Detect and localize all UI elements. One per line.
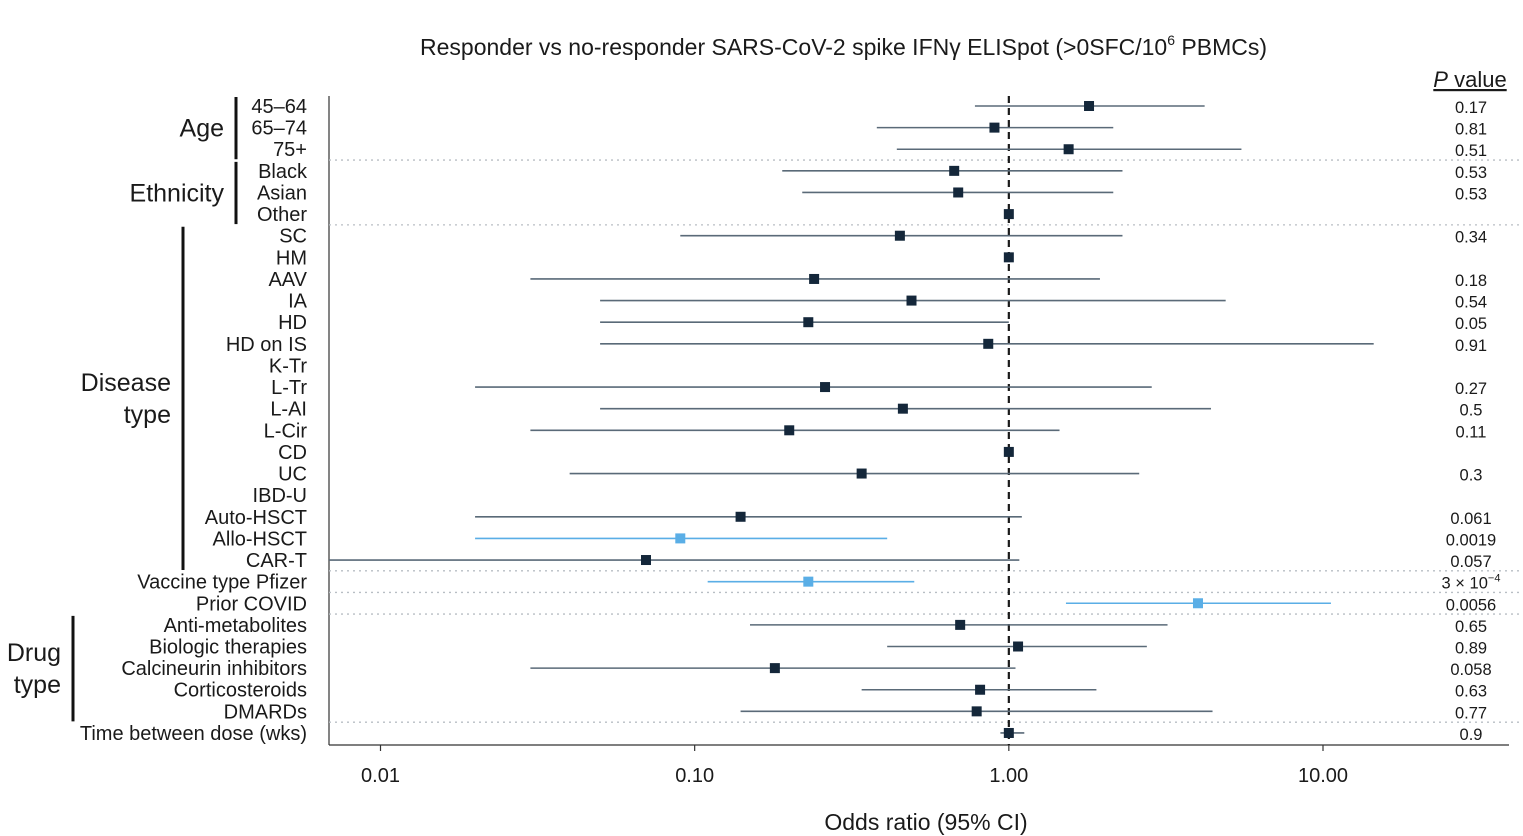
group-label: type [14,671,61,699]
row-label: IBD-U [253,485,307,507]
odds-ratio-marker [803,576,814,587]
p-value: 0.53 [1455,185,1487,203]
group-label: type [124,401,171,429]
odds-ratio-marker [769,663,780,674]
row-label: DMARDs [224,701,307,723]
p-value: 0.9 [1460,726,1483,744]
row-label: Asian [257,182,307,204]
row-label: Vaccine type Pfizer [137,572,307,594]
row-label: Allo-HSCT [213,528,307,550]
odds-ratio-marker [971,706,982,717]
p-value: 3 × 10−4 [1442,573,1501,593]
p-value: 0.0056 [1446,596,1496,614]
group-label: Ethnicity [130,179,225,207]
odds-ratio-marker [975,684,986,695]
row-label: Auto-HSCT [205,507,307,529]
row-label: Anti-metabolites [164,615,307,637]
row-label: AAV [268,269,307,291]
odds-ratio-marker [735,511,746,522]
row-label: Time between dose (wks) [80,723,307,745]
row-label: Biologic therapies [149,637,307,659]
odds-ratio-marker [784,425,795,436]
p-value: 0.3 [1460,467,1483,485]
row-label: IA [288,291,308,313]
p-value-header: P value [1433,67,1506,92]
odds-ratio-marker [675,533,686,544]
row-label: 75+ [273,139,307,161]
row-label: CD [278,442,307,464]
p-value: 0.057 [1450,553,1491,571]
p-value: 0.34 [1455,229,1487,247]
odds-ratio-marker [955,619,966,630]
row-label: 45–64 [251,96,307,118]
p-value: 0.18 [1455,272,1487,290]
row-label: 65–74 [251,118,307,140]
p-value: 0.53 [1455,164,1487,182]
odds-ratio-marker [1003,209,1014,220]
odds-ratio-marker [641,555,652,566]
odds-ratio-marker [894,230,905,241]
x-tick-label: 0.10 [675,765,714,787]
p-value: 0.11 [1456,423,1487,441]
row-label: Other [257,204,307,226]
row-label: Corticosteroids [174,680,307,702]
odds-ratio-marker [906,295,917,306]
odds-ratio-marker [1003,727,1014,738]
odds-ratio-marker [1003,252,1014,263]
p-value: 0.77 [1455,704,1487,722]
p-value: 0.17 [1455,99,1487,117]
row-label: HD [278,312,307,334]
odds-ratio-marker [809,273,820,284]
row-label: K-Tr [269,355,307,377]
p-value: 0.05 [1455,315,1487,333]
p-value: 0.54 [1455,294,1487,312]
row-label: CAR-T [246,550,307,572]
odds-ratio-marker [1013,641,1024,652]
p-value: 0.5 [1460,402,1483,420]
group-label: Age [180,115,224,143]
odds-ratio-marker [983,338,994,349]
odds-ratio-marker [1192,598,1203,609]
row-label: Black [258,161,308,183]
p-value: 0.81 [1455,121,1487,139]
row-label: HM [276,247,307,269]
row-label: L-Cir [264,420,308,442]
row-label: Calcineurin inhibitors [121,658,307,680]
odds-ratio-marker [953,187,964,198]
row-label: L-AI [270,399,307,421]
row-label: HD on IS [226,334,307,356]
row-label: L-Tr [271,377,307,399]
chart-title: Responder vs no-responder SARS-CoV-2 spi… [420,32,1267,60]
odds-ratio-marker [897,403,908,414]
p-value: 0.51 [1455,142,1487,160]
row-label: SC [279,226,307,248]
odds-ratio-marker [820,382,831,393]
odds-ratio-marker [856,468,867,479]
row-label: Prior COVID [196,593,307,615]
p-value: 0.89 [1455,640,1487,658]
p-value: 0.058 [1450,661,1491,679]
p-value: 0.0019 [1446,531,1496,549]
odds-ratio-marker [1063,144,1074,155]
x-tick-label: 0.01 [361,765,400,787]
p-value: 0.65 [1455,618,1487,636]
odds-ratio-marker [803,317,814,328]
p-value: 0.27 [1455,380,1487,398]
x-axis-title: Odds ratio (95% CI) [824,809,1027,835]
x-tick-label: 1.00 [989,765,1028,787]
group-label: Disease [81,369,171,397]
p-value: 0.061 [1450,510,1491,528]
odds-ratio-marker [1003,446,1014,457]
group-label: Drug [7,639,61,667]
x-tick-label: 10.00 [1298,765,1348,787]
p-value: 0.63 [1455,683,1487,701]
odds-ratio-marker [1084,101,1095,111]
odds-ratio-marker [989,122,1000,133]
odds-ratio-marker [949,165,960,176]
row-label: UC [278,464,307,486]
p-value: 0.91 [1455,337,1487,355]
